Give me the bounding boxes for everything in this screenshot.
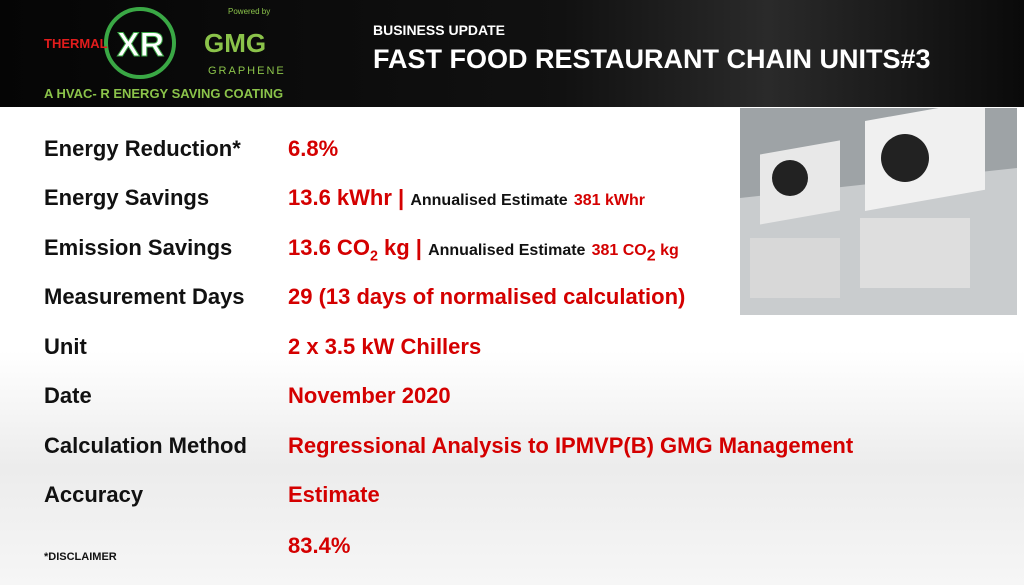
row-label: Energy Savings <box>44 185 210 210</box>
row-value: 6.8% <box>288 136 339 161</box>
row-value: 29 (13 days of normalised calculation) <box>288 284 686 309</box>
row-label: Energy Reduction* <box>44 136 241 161</box>
subscript: 2 <box>646 247 656 265</box>
logo-gmg: GMG <box>204 28 266 58</box>
row-label: Measurement Days <box>44 284 245 309</box>
logo-powered: Powered by <box>228 7 270 16</box>
row-value: November 2020 <box>288 383 451 408</box>
annual-label: Annualised Estimate <box>428 242 586 259</box>
logo-thermal: THERMAL <box>44 36 108 51</box>
header: THERMAL XR Powered by GMG GRAPHENE A HVA… <box>0 0 1024 107</box>
row-value: Regressional Analysis to IPMVP(B) GMG Ma… <box>288 433 854 458</box>
logo: THERMAL XR Powered by GMG GRAPHENE A HVA… <box>44 7 286 101</box>
title: FAST FOOD RESTAURANT CHAIN UNITS#3 <box>373 44 931 74</box>
kicker: BUSINESS UPDATE <box>373 22 505 38</box>
annual-value: 381 CO <box>591 242 647 259</box>
row-value-line: 13.6 kWhr | Annualised Estimate 381 kWhr <box>288 185 645 211</box>
row-label: Date <box>44 383 92 408</box>
row-label: Unit <box>44 334 87 359</box>
row-value: Estimate <box>288 482 380 507</box>
logo-tagline: A HVAC- R ENERGY SAVING COATING <box>44 86 283 101</box>
row-value: 13.6 kWhr | <box>288 185 405 210</box>
annual-label: Annualised Estimate <box>410 192 568 209</box>
annual-value: 381 kWhr <box>573 192 645 209</box>
subscript: 2 <box>369 248 378 265</box>
disclaimer: *DISCLAIMER <box>44 551 117 563</box>
row-label: Accuracy <box>44 482 144 507</box>
photo <box>740 108 1017 315</box>
row-value-line: 13.6 CO2 kg | Annualised Estimate 381 CO… <box>288 235 679 265</box>
logo-ring <box>104 7 176 79</box>
accuracy-value: 83.4% <box>288 533 351 558</box>
logo-xr: XR <box>117 26 164 64</box>
row-label: Calculation Method <box>44 433 247 458</box>
logo-graphene: GRAPHENE <box>208 65 286 77</box>
row-value-tail: kg | <box>377 235 422 260</box>
row-value: 13.6 CO <box>288 235 370 260</box>
row-value: 2 x 3.5 kW Chillers <box>288 334 482 359</box>
row-label: Emission Savings <box>44 235 233 260</box>
annual-tail: kg <box>655 242 679 259</box>
